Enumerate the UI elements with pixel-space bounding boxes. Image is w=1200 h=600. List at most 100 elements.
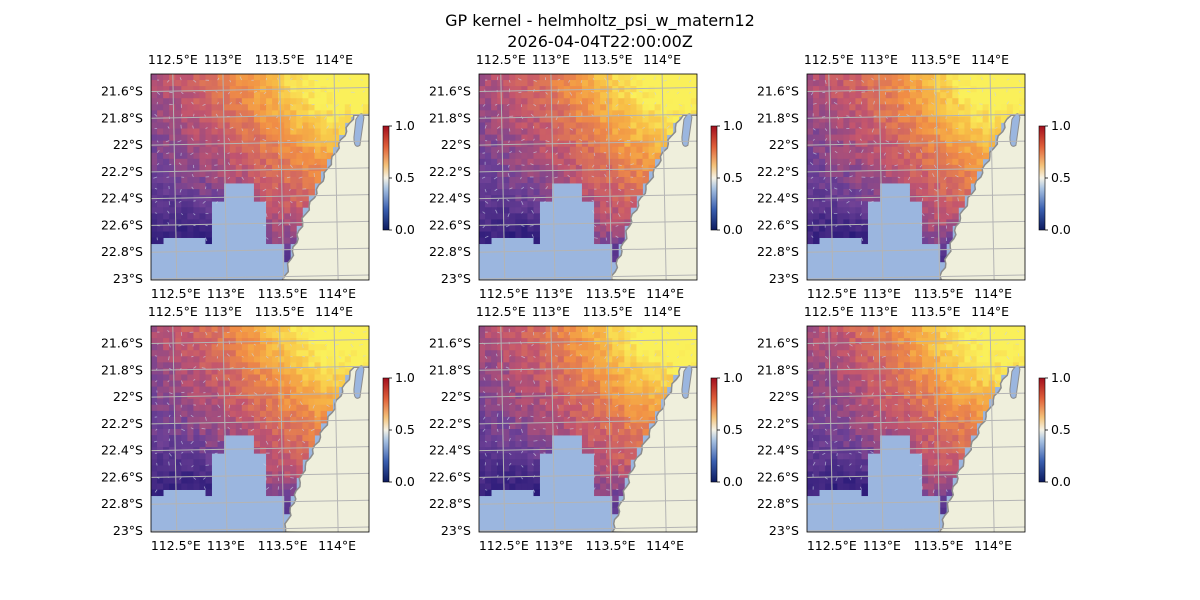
heatmap-cell xyxy=(284,489,291,497)
heatmap-cell xyxy=(922,332,929,339)
heatmap-cell xyxy=(163,350,170,357)
heatmap-cell xyxy=(272,92,279,99)
heatmap-cell xyxy=(229,410,237,418)
heatmap-cell xyxy=(666,74,674,81)
heatmap-cell xyxy=(672,326,680,333)
heatmap-cell xyxy=(624,158,631,166)
vector-arrow xyxy=(945,100,947,105)
heatmap-cell xyxy=(193,128,200,135)
vector-arrow xyxy=(618,152,622,155)
heatmap-cell xyxy=(515,201,522,208)
heatmap-cell xyxy=(308,158,315,166)
heatmap-cell xyxy=(211,429,219,436)
heatmap-cell xyxy=(290,435,297,442)
heatmap-cell xyxy=(952,183,959,190)
heatmap-cell xyxy=(648,92,656,99)
lon-tick-label-top: 113°E xyxy=(532,52,570,67)
heatmap-cell xyxy=(855,189,862,196)
vector-arrow xyxy=(287,439,291,442)
heatmap-cell xyxy=(642,416,649,424)
heatmap-cell xyxy=(612,237,619,245)
heatmap-cell xyxy=(922,326,929,333)
heatmap-cell xyxy=(199,128,206,135)
heatmap-cell xyxy=(491,152,498,160)
heatmap-cell xyxy=(642,86,649,93)
heatmap-cell xyxy=(660,92,668,99)
heatmap-cell xyxy=(235,380,243,387)
heatmap-cell xyxy=(642,74,649,81)
heatmap-cell xyxy=(253,128,261,135)
parallel-line xyxy=(151,339,369,345)
heatmap-cell xyxy=(241,422,249,430)
heatmap-cell xyxy=(916,80,923,87)
heatmap-cell xyxy=(223,170,231,178)
heatmap-cell xyxy=(314,164,321,172)
heatmap-cell xyxy=(266,356,273,363)
vector-arrow xyxy=(554,378,558,381)
heatmap-cell xyxy=(217,104,225,111)
heatmap-cell xyxy=(825,140,832,148)
heatmap-cell xyxy=(819,326,826,333)
vector-arrow xyxy=(542,439,546,442)
heatmap-cell xyxy=(193,74,200,81)
vector-arrow xyxy=(264,103,267,106)
heatmap-cell xyxy=(1006,92,1014,99)
vector-arrow xyxy=(593,487,596,490)
heatmap-cell xyxy=(594,332,601,339)
parallel-line xyxy=(151,392,369,398)
heatmap-cell xyxy=(813,98,820,105)
heatmap-cell xyxy=(247,116,255,123)
heatmap-cell xyxy=(151,404,158,412)
heatmap-cell xyxy=(235,429,243,436)
heatmap-cell xyxy=(831,326,838,333)
vector-arrow xyxy=(179,414,182,418)
heatmap-cell xyxy=(612,80,619,87)
heatmap-cell xyxy=(181,225,188,232)
heatmap-cell xyxy=(600,116,607,123)
heatmap-cell xyxy=(217,380,225,387)
heatmap-cell xyxy=(205,98,212,105)
heatmap-cell xyxy=(175,207,182,214)
heatmap-cell xyxy=(873,98,881,105)
heatmap-cell xyxy=(521,104,528,111)
vector-arrow xyxy=(277,368,280,372)
heatmap-cell xyxy=(533,98,540,105)
heatmap-cell xyxy=(241,386,249,394)
heatmap-cell xyxy=(521,338,528,345)
heatmap-cell xyxy=(169,386,176,394)
vector-arrow xyxy=(496,199,500,202)
heatmap-cell xyxy=(193,177,200,184)
heatmap-cell xyxy=(527,213,534,220)
heatmap-cell xyxy=(266,465,273,472)
heatmap-cell xyxy=(916,92,923,99)
heatmap-cell xyxy=(284,116,291,123)
heatmap-cell xyxy=(831,98,838,105)
heatmap-cell xyxy=(308,362,315,369)
heatmap-cell xyxy=(660,128,668,135)
heatmap-cell xyxy=(563,116,571,123)
heatmap-cell xyxy=(205,152,212,160)
heatmap-cell xyxy=(600,477,607,484)
heatmap-cell xyxy=(612,183,619,190)
vector-arrow xyxy=(484,366,488,369)
heatmap-cells xyxy=(807,326,1025,515)
heatmap-cell xyxy=(362,110,369,117)
heatmap-cell xyxy=(594,110,601,117)
heatmap-cell xyxy=(588,134,595,142)
heatmap-cell xyxy=(594,164,601,172)
vector-arrow xyxy=(530,113,534,117)
heatmap-cell xyxy=(606,237,613,245)
heatmap-cell xyxy=(229,110,237,117)
vector-arrow xyxy=(531,234,534,238)
heatmap-cell xyxy=(624,164,631,172)
heatmap-cell xyxy=(527,177,534,184)
vector-arrow xyxy=(154,355,158,357)
heatmap-cell xyxy=(843,195,850,202)
heatmap-cell xyxy=(672,362,680,369)
heatmap-cell xyxy=(344,98,352,105)
heatmap-cell xyxy=(533,92,540,99)
heatmap-cell xyxy=(503,104,510,111)
heatmap-cell xyxy=(666,128,674,135)
vector-arrow xyxy=(966,90,971,93)
parallel-line xyxy=(479,113,697,119)
